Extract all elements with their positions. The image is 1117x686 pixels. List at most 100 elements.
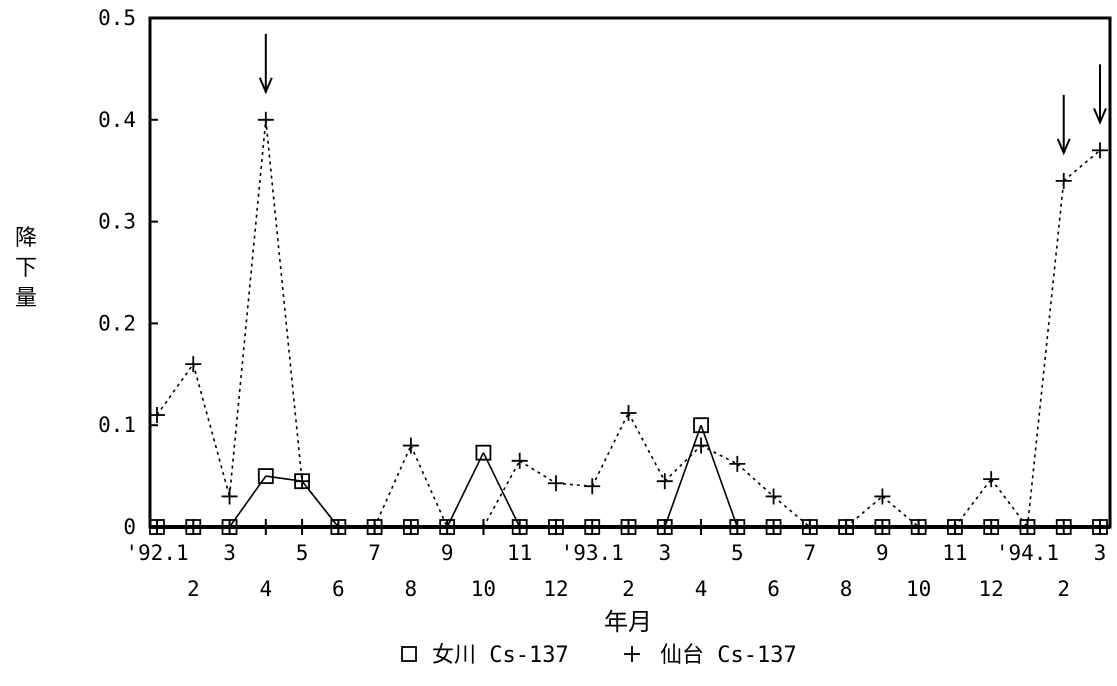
series-line-segment: [265, 119, 303, 482]
data-point-square: [402, 519, 419, 535]
series-line-segment: [1063, 149, 1101, 182]
data-point-square: [548, 519, 564, 535]
data-point-plus: [946, 519, 963, 535]
x-tick-label: 7: [368, 541, 381, 565]
series-line-segment: [700, 444, 738, 465]
series-line-segment: [228, 119, 267, 497]
data-point-plus: [1055, 172, 1072, 189]
data-point-plus: [584, 478, 601, 495]
x-tick-label: 4: [259, 577, 272, 601]
x-tick-label: '93.1: [561, 541, 624, 565]
data-point-plus: [693, 437, 710, 454]
data-point-plus: [983, 471, 1000, 488]
data-point-plus: [801, 519, 818, 535]
data-point-plus: [330, 519, 347, 535]
x-tick-label: 2: [187, 577, 200, 601]
x-tick-label: 5: [731, 541, 744, 565]
data-point-plus: [294, 473, 311, 490]
data-point-square: [1055, 519, 1072, 535]
data-point-plus: [1092, 142, 1108, 159]
data-point-square: [584, 519, 601, 535]
data-point-square: [257, 468, 274, 485]
series-line-segment: [881, 495, 920, 528]
arrow-head: [258, 77, 273, 95]
data-point-plus: [149, 407, 165, 424]
data-point-plus: [511, 452, 528, 469]
y-axis-title-char: 量: [15, 286, 37, 311]
data-point-plus: [620, 404, 637, 421]
x-tick-label: 6: [332, 577, 345, 601]
data-point-square: [983, 519, 1000, 535]
x-tick-label: 3: [658, 541, 671, 565]
x-tick-label: 9: [876, 541, 889, 565]
data-point-plus: [729, 455, 746, 472]
series-line-segment: [736, 463, 775, 498]
series-line-segment: [301, 480, 339, 528]
y-tick-label: 0: [123, 515, 136, 539]
series-line-segment: [591, 412, 630, 487]
series-line-segment: [519, 460, 557, 484]
y-axis-title: 降下量: [15, 226, 37, 311]
legend-label: 仙台 Cs-137: [660, 643, 797, 668]
data-point-plus: [185, 356, 202, 373]
series-line-segment: [954, 478, 992, 528]
arrow-annotation: [258, 33, 273, 95]
x-tick-label: 9: [441, 541, 454, 565]
series-line-segment: [373, 445, 412, 528]
data-point-plus: [838, 519, 855, 535]
data-point-plus: [874, 488, 891, 505]
legend-square-icon: [401, 646, 417, 662]
data-point-square: [874, 519, 891, 535]
x-tick-label: 12: [543, 577, 568, 601]
data-point-square: [620, 519, 637, 535]
x-tick-label: 3: [223, 541, 236, 565]
data-point-square: [149, 519, 165, 535]
data-point-plus: [910, 519, 927, 535]
data-point-square: [511, 519, 528, 535]
x-tick-label: 5: [296, 541, 309, 565]
y-tick-label: 0.2: [98, 311, 136, 335]
x-tick-label: 12: [979, 577, 1004, 601]
x-tick-label: 7: [804, 541, 817, 565]
series-line-segment: [990, 478, 1029, 528]
y-tick-label: 0.1: [98, 413, 136, 437]
series-line-segment: [845, 495, 883, 528]
series-line-segment: [664, 444, 702, 482]
y-axis-title-char: 下: [15, 256, 37, 281]
y-tick-label: 0.4: [98, 108, 136, 132]
x-tick-label: 8: [405, 577, 418, 601]
series-line-segment: [773, 495, 811, 528]
x-tick-label: '92.1: [125, 541, 188, 565]
y-axis-title-char: 降: [15, 226, 37, 251]
x-tick-label: 3: [1094, 541, 1107, 565]
x-tick-label: 2: [1057, 577, 1070, 601]
data-point-square: [221, 519, 238, 535]
data-point-plus: [257, 111, 274, 128]
series-line-segment: [482, 460, 521, 528]
data-point-square: [729, 519, 746, 535]
legend: 女川 Cs-137 仙台 Cs-137: [401, 643, 797, 668]
data-point-square: [475, 444, 492, 461]
series-plus: [149, 111, 1108, 535]
x-tick-label: 8: [840, 577, 853, 601]
x-tick-label: 2: [622, 577, 635, 601]
data-point-square: [765, 519, 782, 535]
x-tick-label: '94.1: [996, 541, 1059, 565]
series-line-segment: [410, 445, 448, 528]
data-point-square: [1092, 519, 1108, 535]
x-tick-label: 11: [507, 541, 532, 565]
data-point-plus: [439, 519, 456, 535]
series-line-segment: [446, 452, 485, 528]
data-point-plus: [366, 519, 383, 535]
data-point-plus: [475, 519, 492, 535]
x-tick-label: 10: [906, 577, 931, 601]
arrow-head: [1093, 107, 1107, 125]
plot-frame: [148, 16, 1112, 529]
data-point-plus: [221, 488, 238, 505]
data-point-plus: [1019, 519, 1036, 535]
arrow-annotation: [1093, 64, 1107, 125]
arrow-head: [1056, 138, 1071, 156]
series-line-segment: [700, 424, 739, 528]
series-line-segment: [192, 363, 231, 497]
